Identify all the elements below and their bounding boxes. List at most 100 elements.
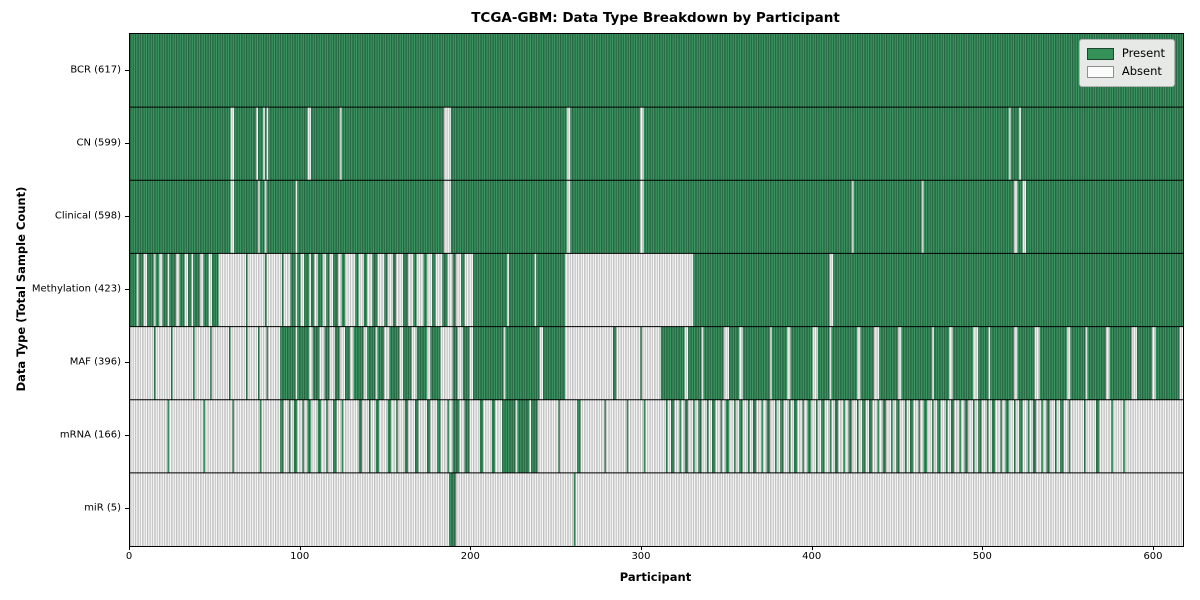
- present-run: [853, 180, 922, 254]
- absent-run: [529, 399, 532, 473]
- present-run: [558, 399, 561, 473]
- present-run: [1068, 399, 1071, 473]
- present-run: [193, 326, 195, 400]
- absent-run: [565, 253, 694, 327]
- present-run: [387, 399, 392, 473]
- present-run: [310, 253, 315, 327]
- present-run: [923, 180, 1015, 254]
- absent-run: [961, 399, 965, 473]
- absent-run: [947, 399, 951, 473]
- absent-run: [1070, 399, 1085, 473]
- absent-run: [566, 107, 571, 181]
- present-run: [310, 107, 340, 181]
- absent-run: [191, 253, 194, 327]
- present-run: [1039, 326, 1067, 400]
- present-run: [793, 399, 798, 473]
- x-axis-label: Participant: [619, 570, 692, 584]
- present-run: [334, 326, 340, 400]
- present-run: [752, 399, 757, 473]
- present-run: [660, 326, 685, 400]
- present-run: [1017, 180, 1023, 254]
- y-tick-mark: [125, 215, 129, 217]
- absent-run: [940, 399, 946, 473]
- present-run: [341, 399, 344, 473]
- absent-run: [735, 399, 740, 473]
- absent-run: [159, 253, 163, 327]
- absent-run: [329, 253, 334, 327]
- present-run: [640, 326, 642, 400]
- absent-run: [459, 399, 465, 473]
- absent-run: [338, 253, 342, 327]
- present-run: [452, 399, 460, 473]
- absent-run: [688, 399, 694, 473]
- absent-run: [1014, 180, 1018, 254]
- absent-run: [845, 399, 849, 473]
- absent-run: [319, 326, 325, 400]
- absent-run: [1113, 399, 1124, 473]
- absent-run: [483, 399, 492, 473]
- absent-run: [1014, 326, 1018, 400]
- absent-run: [130, 399, 168, 473]
- present-run: [693, 399, 695, 473]
- present-run: [896, 399, 900, 473]
- present-run: [259, 399, 262, 473]
- present-run: [952, 326, 974, 400]
- present-run: [693, 253, 830, 327]
- present-run: [991, 399, 996, 473]
- absent-run: [722, 399, 726, 473]
- heatmap-plot: Present Absent: [129, 33, 1184, 547]
- absent-run: [387, 253, 393, 327]
- present-run: [358, 399, 363, 473]
- absent-run: [350, 326, 354, 400]
- absent-run: [455, 472, 574, 546]
- present-run: [280, 326, 296, 400]
- absent-run: [169, 399, 204, 473]
- present-run: [706, 399, 709, 473]
- present-run: [193, 253, 200, 327]
- present-run: [725, 399, 730, 473]
- present-run: [452, 253, 456, 327]
- absent-run: [857, 326, 861, 400]
- absent-run: [1099, 399, 1112, 473]
- y-tick-mark: [125, 508, 129, 510]
- absent-run: [416, 253, 424, 327]
- present-run: [771, 326, 788, 400]
- absent-run: [230, 326, 247, 400]
- y-tick-mark: [125, 435, 129, 437]
- absent-run: [430, 399, 438, 473]
- present-run: [326, 253, 330, 327]
- absent-run: [921, 180, 924, 254]
- present-run: [612, 326, 617, 400]
- present-run: [891, 399, 893, 473]
- x-tick-mark: [299, 546, 301, 550]
- present-run: [317, 253, 323, 327]
- present-run: [479, 399, 484, 473]
- absent-run: [897, 326, 902, 400]
- absent-run: [230, 180, 235, 254]
- present-run: [211, 253, 219, 327]
- y-tick-mark: [125, 69, 129, 71]
- present-run: [1055, 399, 1057, 473]
- absent-run: [455, 253, 462, 327]
- absent-run: [1036, 399, 1042, 473]
- present-run: [834, 399, 839, 473]
- absent-run: [266, 253, 282, 327]
- x-tick-label: 500: [972, 551, 992, 562]
- present-run: [1123, 399, 1125, 473]
- present-run: [153, 326, 156, 400]
- legend-present-label: Present: [1121, 46, 1165, 61]
- absent-run: [1034, 326, 1040, 400]
- y-tick-label: Clinical (598): [54, 210, 121, 222]
- absent-run: [234, 399, 260, 473]
- y-tick-label: Methylation (423): [31, 283, 121, 295]
- present-run: [577, 399, 581, 473]
- present-run: [302, 399, 305, 473]
- absent-run: [370, 399, 376, 473]
- absent-run: [865, 399, 869, 473]
- absent-run: [290, 399, 294, 473]
- x-tick-mark: [640, 546, 642, 550]
- present-run: [862, 399, 866, 473]
- absent-run: [879, 399, 883, 473]
- present-run: [377, 326, 385, 400]
- absent-run: [172, 326, 194, 400]
